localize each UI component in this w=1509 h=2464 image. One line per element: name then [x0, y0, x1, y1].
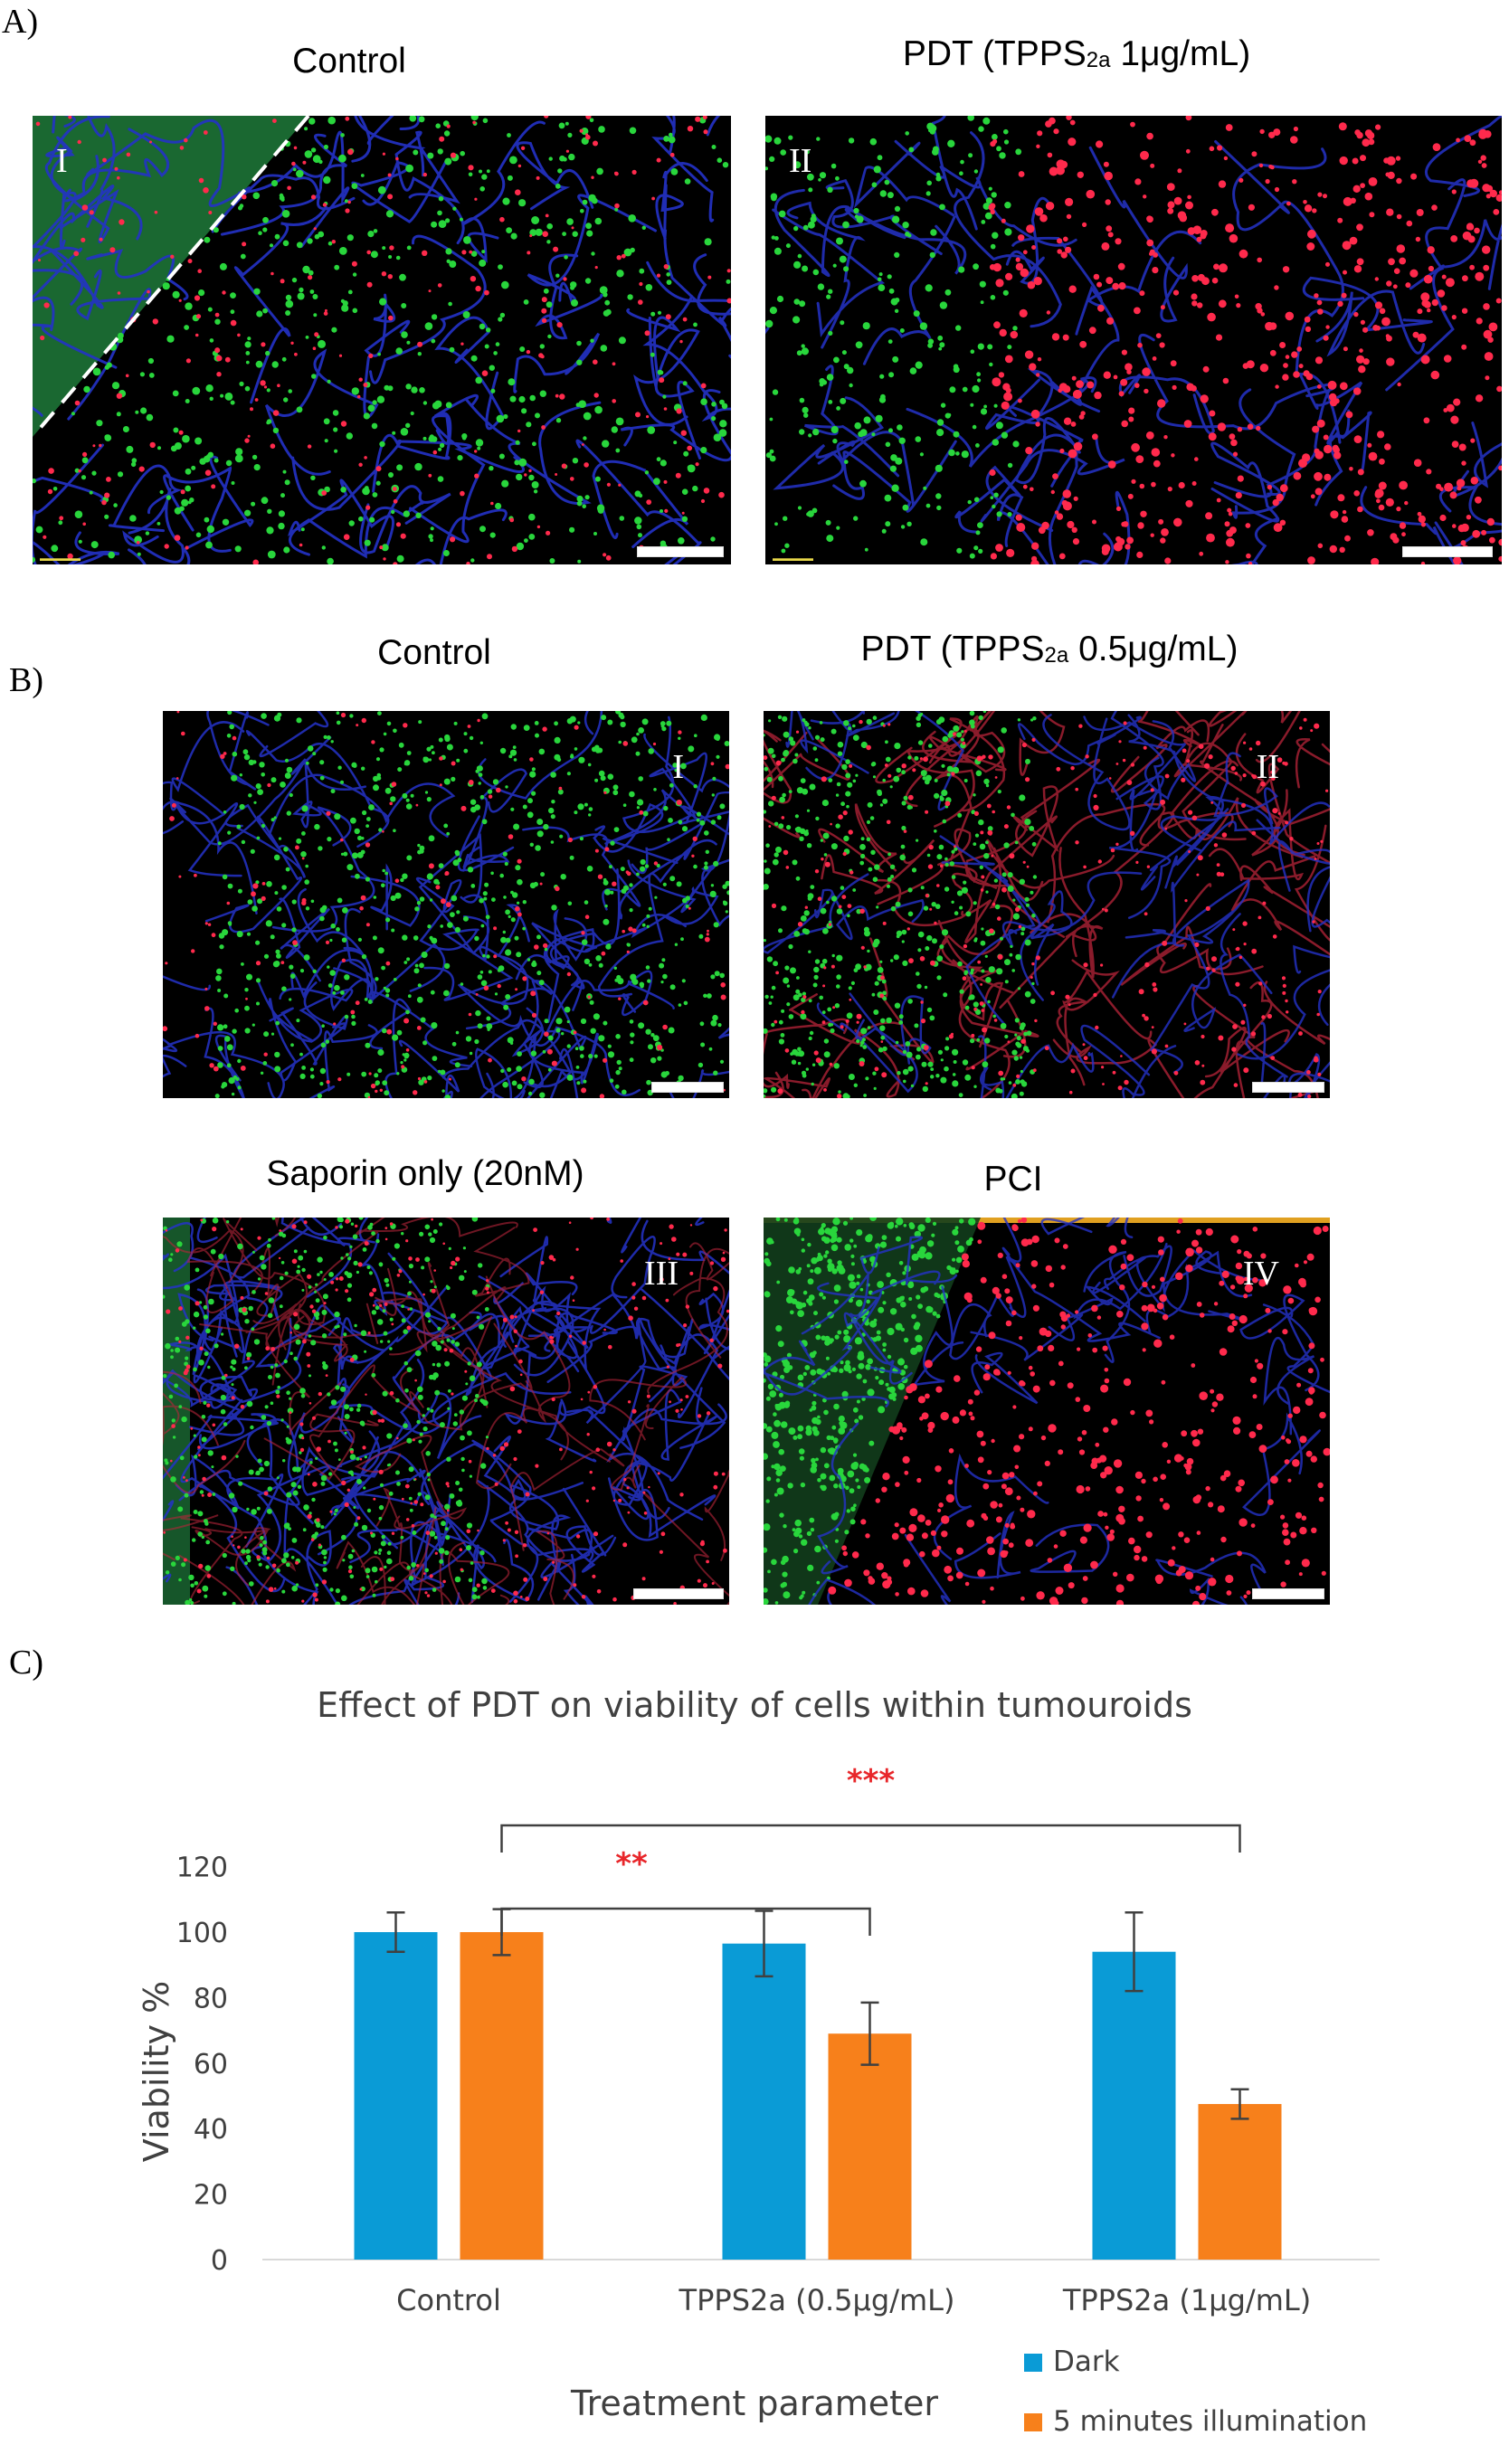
error-bar	[1230, 2088, 1249, 2120]
micrograph-a-control-numeral: I	[56, 142, 68, 180]
micrograph-b-saporin-numeral: III	[644, 1255, 679, 1293]
y-tick-label: 0	[211, 2245, 228, 2277]
significance-label: **	[615, 1846, 648, 1882]
legend-label: 5 minutes illumination	[1053, 2405, 1367, 2438]
legend-swatch	[1024, 2354, 1042, 2372]
legend-label: Dark	[1053, 2346, 1120, 2378]
magnification-label: ▬▬▬▬▬	[40, 554, 81, 563]
chart-title: Effect of PDT on viability of cells with…	[317, 1685, 1192, 1725]
micrograph-b-pci: IV	[764, 1218, 1330, 1605]
panel-b-saporin-title: Saporin only (20nM)	[266, 1154, 584, 1193]
x-tick-label: TPPS2a (1μg/mL)	[1062, 2283, 1311, 2317]
bar-dark	[722, 1943, 806, 2260]
micrograph-a-pdt-numeral: II	[789, 142, 812, 180]
scale-bar	[633, 1588, 724, 1599]
scale-bar	[651, 1082, 724, 1093]
y-tick-label: 120	[176, 1853, 228, 1884]
panel-b-label: B)	[9, 661, 43, 699]
scale-bar	[637, 546, 724, 557]
micrograph-b-saporin: III	[163, 1218, 729, 1605]
x-axis-label: Treatment parameter	[570, 2383, 938, 2423]
panel-a-label: A)	[2, 3, 39, 41]
panel-c-label: C)	[9, 1644, 43, 1682]
scale-bar	[1252, 1588, 1324, 1599]
panel-b-pci-title: PCI	[983, 1160, 1043, 1199]
micrograph-b-control: I	[163, 711, 729, 1098]
bar-dark	[354, 1932, 438, 2260]
micrograph-b-pci-image	[764, 1218, 1330, 1605]
x-tick-label: Control	[396, 2283, 501, 2317]
error-bar	[386, 1911, 405, 1953]
bar-illumination	[828, 2033, 912, 2260]
viability-bar-chart: Effect of PDT on viability of cells with…	[137, 1685, 1380, 2438]
micrograph-b-pci-numeral: IV	[1242, 1255, 1279, 1293]
micrograph-b-control-numeral: I	[672, 748, 684, 786]
micrograph-b-control-image	[163, 711, 729, 1098]
micrograph-b-saporin-image	[163, 1218, 729, 1605]
micrograph-b-pdt-image	[764, 711, 1330, 1098]
y-axis-label: Viability %	[137, 1981, 176, 2162]
micrograph-a-control: I ▬▬▬▬▬	[33, 116, 731, 564]
significance-bracket	[500, 1824, 1241, 1853]
scale-bar	[1252, 1082, 1324, 1093]
scale-bar	[1402, 546, 1493, 557]
panel-b-control-title: Control	[377, 633, 491, 672]
micrograph-a-pdt-image	[765, 116, 1502, 564]
y-tick-label: 80	[194, 1983, 228, 2014]
y-tick-label: 100	[176, 1918, 228, 1949]
y-tick-label: 60	[194, 2049, 228, 2080]
y-tick-label: 20	[194, 2180, 228, 2212]
error-bar	[754, 1910, 773, 1978]
y-tick-label: 40	[194, 2114, 228, 2146]
significance-label: ***	[847, 1763, 896, 1799]
micrograph-a-control-image	[33, 116, 731, 564]
micrograph-b-pdt: II	[764, 711, 1330, 1098]
micrograph-b-pdt-numeral: II	[1256, 748, 1279, 786]
significance-bracket	[500, 1907, 871, 1936]
magnification-label: ▬▬▬▬▬	[773, 554, 813, 563]
micrograph-a-pdt: II ▬▬▬▬▬	[765, 116, 1502, 564]
legend-swatch	[1024, 2413, 1042, 2431]
error-bar	[860, 2001, 879, 2066]
x-tick-label: TPPS2a (0.5μg/mL)	[679, 2283, 955, 2317]
bar-dark	[1092, 1951, 1176, 2260]
panel-b-pdt-title: PDT (TPPS2a 0.5μg/mL)	[860, 630, 1239, 668]
panel-a-pdt-title: PDT (TPPS2a 1μg/mL)	[902, 34, 1251, 73]
bar-illumination	[460, 1932, 544, 2260]
error-bar	[1125, 1911, 1144, 1993]
bar-illumination	[1198, 2104, 1282, 2260]
panel-a-control-title: Control	[292, 42, 406, 81]
